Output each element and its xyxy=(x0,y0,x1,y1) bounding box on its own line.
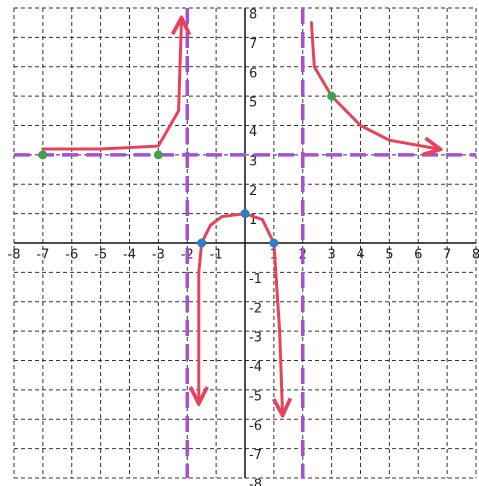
x-tick-label: 3 xyxy=(327,248,335,263)
x-tick-label: 6 xyxy=(414,248,422,263)
y-tick-label: -4 xyxy=(249,360,262,375)
y-tick-label: 7 xyxy=(249,37,257,52)
y-tick-label: 2 xyxy=(249,184,257,199)
x-tick-label: -1 xyxy=(210,248,223,263)
point xyxy=(269,239,278,248)
x-tick-label: -6 xyxy=(65,248,78,263)
x-tick-label: -5 xyxy=(94,248,107,263)
point xyxy=(38,150,47,159)
x-tick-label: -4 xyxy=(123,248,136,263)
y-tick-label: 6 xyxy=(249,66,257,81)
x-tick-label: 4 xyxy=(356,248,364,263)
curve xyxy=(43,20,182,149)
y-tick-label: -7 xyxy=(249,448,262,463)
y-tick-label: -8 xyxy=(249,478,262,486)
point xyxy=(197,239,206,248)
y-tick-label: 4 xyxy=(249,125,257,140)
y-tick-label: -5 xyxy=(249,389,262,404)
y-tick-label: 8 xyxy=(249,8,257,23)
page: {"chart_data": { "type": "line", "xlim":… xyxy=(0,0,479,486)
chart: -8-7-6-5-4-3-2-112345678-8-7-6-5-4-3-2-1… xyxy=(0,0,479,486)
x-tick-label: -8 xyxy=(8,248,21,263)
x-tick-label: 5 xyxy=(385,248,393,263)
y-tick-label: -2 xyxy=(249,301,262,316)
y-tick-label: -6 xyxy=(249,419,262,434)
x-tick-label: 7 xyxy=(443,248,451,263)
point xyxy=(241,209,250,218)
x-tick-label: -3 xyxy=(152,248,165,263)
point xyxy=(327,92,336,101)
curve xyxy=(311,23,438,149)
y-tick-label: 5 xyxy=(249,96,257,111)
y-tick-label: -3 xyxy=(249,331,262,346)
x-tick-label: 8 xyxy=(472,248,479,263)
y-tick-label: -1 xyxy=(249,272,262,287)
point xyxy=(154,150,163,159)
x-tick-label: -7 xyxy=(36,248,49,263)
